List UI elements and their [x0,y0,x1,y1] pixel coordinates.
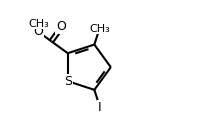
Text: O: O [33,25,43,38]
Text: O: O [56,20,66,33]
Text: S: S [64,75,72,88]
Text: CH₃: CH₃ [89,24,110,34]
Text: CH₃: CH₃ [28,19,49,29]
Text: I: I [98,101,102,114]
